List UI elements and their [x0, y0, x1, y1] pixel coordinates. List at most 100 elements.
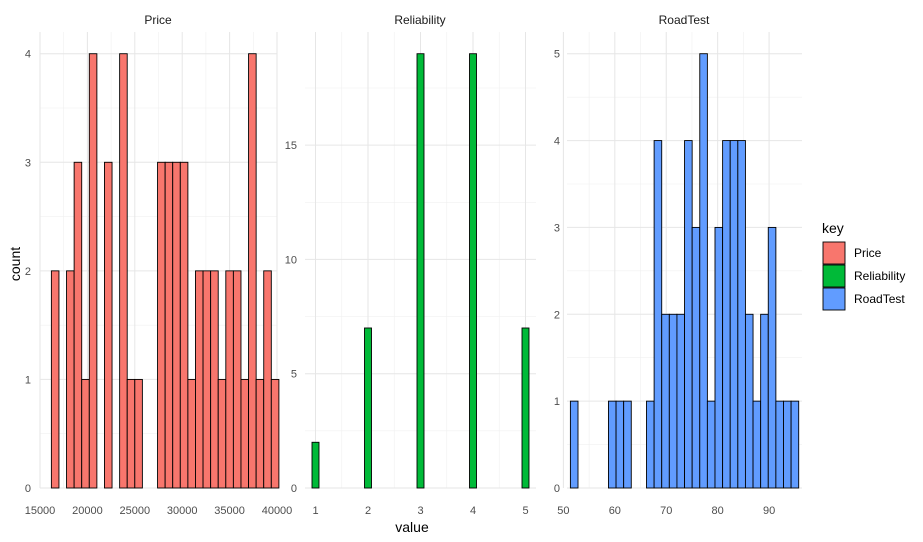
histogram-bar [119, 53, 128, 489]
histogram-bar [88, 53, 98, 489]
x-tick-label: 5 [522, 505, 528, 517]
histogram-bar [66, 270, 75, 489]
x-tick-label: 3 [417, 505, 423, 517]
x-tick-label: 2 [365, 505, 371, 517]
x-tick-label: 30000 [167, 505, 198, 517]
histogram-bar [684, 140, 693, 489]
histogram-bar [729, 140, 739, 489]
histogram-bar [263, 270, 272, 489]
histogram-bar [50, 270, 60, 489]
y-tick-label: 0 [554, 483, 560, 495]
y-tick-label: 3 [25, 157, 31, 169]
y-tick-label: 4 [554, 136, 560, 148]
x-tick-label: 1 [312, 505, 318, 517]
x-tick-label: 4 [470, 505, 476, 517]
histogram-bar [783, 400, 792, 489]
histogram-bar [270, 378, 280, 489]
legend-title: key [822, 220, 844, 236]
histogram-bar [104, 161, 113, 489]
histogram-bar [653, 140, 663, 489]
x-tick-label: 15000 [25, 505, 56, 517]
y-tick-label: 0 [25, 483, 31, 495]
histogram-bar [790, 400, 800, 489]
y-tick-label: 1 [554, 396, 560, 408]
histogram-bar [775, 400, 784, 489]
histogram-bar [668, 313, 678, 489]
histogram-bar [699, 53, 708, 489]
panel-roadtest: 50 60 70 80 90 0 1 2 3 4 5 RoadTest [554, 13, 802, 517]
histogram-bar [225, 270, 234, 489]
histogram-bar [569, 400, 579, 489]
x-tick-label: 25000 [120, 505, 151, 517]
y-tick-label: 15 [285, 140, 297, 152]
histogram-bar [73, 161, 83, 489]
histogram-bar [164, 161, 174, 489]
y-tick-label: 3 [554, 222, 560, 234]
histogram-bar [248, 53, 257, 489]
x-tick-label: 90 [763, 505, 775, 517]
histogram-bar [646, 400, 655, 489]
histogram-bar [134, 378, 143, 489]
legend: key Price Reliability RoadTest [822, 220, 905, 311]
panel-title: Price [144, 13, 172, 27]
histogram-bar [240, 378, 250, 489]
histogram-bar [752, 400, 762, 489]
histogram-bar [623, 400, 632, 489]
histogram-bar [187, 378, 196, 489]
y-tick-label: 1 [25, 374, 31, 386]
legend-swatch [822, 241, 846, 265]
x-tick-label: 35000 [214, 505, 245, 517]
histogram-bar [607, 400, 617, 489]
x-tick-label: 70 [660, 505, 672, 517]
histogram-bar [714, 226, 724, 489]
histogram-bar [232, 270, 242, 489]
histogram-bar [744, 313, 754, 489]
histogram-bar [416, 53, 425, 489]
histogram-bar [195, 270, 204, 489]
y-tick-label: 4 [25, 49, 31, 61]
y-tick-label: 5 [291, 369, 297, 381]
histogram-bar [172, 161, 181, 489]
histogram-bar [676, 313, 686, 489]
histogram-bar [364, 327, 372, 489]
histogram-bar [691, 226, 701, 489]
y-tick-label: 10 [285, 254, 297, 266]
histogram-bar [767, 226, 777, 489]
y-tick-label: 2 [554, 309, 560, 321]
legend-label: Price [854, 246, 882, 260]
histogram-bar [706, 400, 716, 489]
x-axis-title: value [395, 519, 429, 535]
x-tick-label: 40000 [262, 505, 293, 517]
histogram-bar [521, 327, 530, 489]
legend-label: RoadTest [854, 292, 905, 306]
panel-reliability: 1 2 3 4 5 0 5 10 15 Reliability [285, 13, 536, 517]
x-tick-label: 60 [609, 505, 621, 517]
histogram-bar [179, 161, 189, 489]
histogram-bar [615, 400, 625, 489]
histogram-bar [469, 53, 477, 489]
histogram-bar [157, 161, 166, 489]
histogram-bar [217, 378, 227, 489]
legend-swatch [822, 287, 846, 311]
panel-title: Reliability [394, 13, 445, 27]
panel-title: RoadTest [659, 13, 710, 27]
y-tick-label: 2 [25, 266, 31, 278]
histogram-bar [760, 313, 769, 489]
y-tick-label: 5 [554, 49, 560, 61]
histogram-bar [737, 140, 746, 489]
legend-swatch [822, 264, 846, 288]
histogram-bar [311, 441, 320, 489]
histogram-bar [81, 378, 90, 489]
panels: 15000 20000 25000 30000 35000 4000001234Price… [25, 13, 802, 517]
legend-label: Reliability [854, 269, 905, 283]
histogram-bar [661, 313, 670, 489]
x-tick-label: 80 [712, 505, 724, 517]
panel-price: 15000 20000 25000 30000 35000 40000 0 1 2 3 4 Price [25, 13, 293, 517]
histogram-bar [126, 378, 136, 489]
y-tick-label: 0 [291, 483, 297, 495]
x-tick-label: 50 [557, 505, 569, 517]
y-axis-title: count [7, 247, 23, 281]
x-tick-label: 20000 [72, 505, 103, 517]
histogram-bar [210, 270, 219, 489]
